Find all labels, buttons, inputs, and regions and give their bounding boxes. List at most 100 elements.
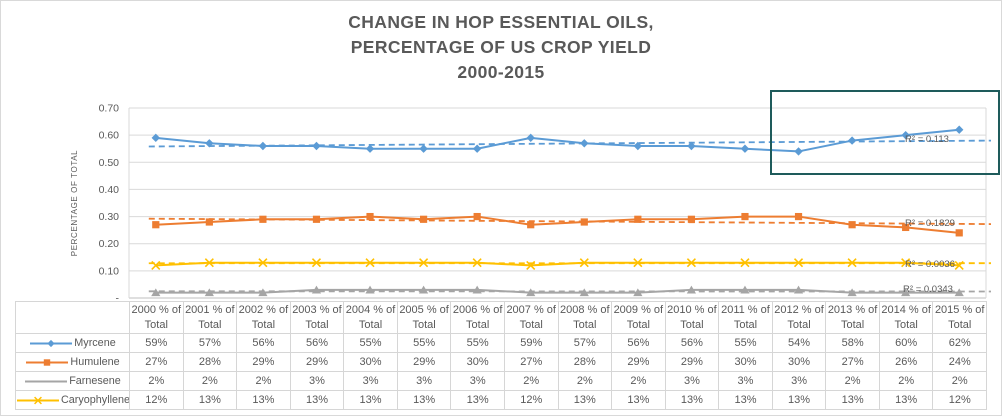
y-tick-label: 0.70 xyxy=(99,103,120,115)
table-cell-humulene-2011: 30% xyxy=(718,352,773,372)
marker-caryophyllene xyxy=(311,258,322,268)
header-line-2: Total xyxy=(840,318,865,331)
marker-humulene xyxy=(473,212,481,221)
header-line-1: 2010 % of xyxy=(667,303,717,316)
marker-myrcene xyxy=(633,141,643,151)
table-cell-myrcene-2012: 54% xyxy=(771,333,827,353)
marker-myrcene xyxy=(365,144,375,153)
marker-caryophyllene xyxy=(740,258,750,268)
table-cell-myrcene-2004: 55% xyxy=(343,333,398,353)
chart-data-table: 2000 % of Total 2001 % of Total 2002 % of Tot… xyxy=(15,301,987,410)
table-header-2001: 2001 % of Total xyxy=(182,301,238,334)
table-cell-caryophyllene-2007: 12% xyxy=(503,390,559,410)
header-line-2: Total xyxy=(412,318,436,331)
header-line-1: 2013 % of xyxy=(827,303,878,316)
legend-marker-myrcene-icon xyxy=(30,339,73,347)
table-cell-farnesene-2003: 3% xyxy=(289,371,345,391)
marker-farnesene xyxy=(204,288,214,297)
table-header-2009: 2009 % of Total xyxy=(611,301,666,334)
marker-farnesene xyxy=(686,285,697,294)
marker-farnesene xyxy=(258,288,268,297)
r2-label-caryophyllene: R² = 0.0036 xyxy=(905,259,955,270)
marker-humulene xyxy=(580,218,588,226)
y-tick-label: 0.60 xyxy=(99,130,120,142)
table-cell-humulene-2012: 30% xyxy=(771,352,827,372)
marker-myrcene xyxy=(901,130,910,140)
table-cell-humulene-2002: 29% xyxy=(236,352,291,372)
table-cell-myrcene-2013: 58% xyxy=(825,333,880,353)
marker-humulene xyxy=(419,215,428,223)
marker-humulene xyxy=(527,221,535,229)
table-cell-myrcene-2005: 55% xyxy=(396,333,452,353)
table-cell-caryophyllene-2014: 13% xyxy=(878,390,934,410)
table-cell-caryophyllene-2004: 13% xyxy=(343,390,398,410)
legend-item-myrcene: Myrcene xyxy=(15,333,130,353)
marker-caryophyllene xyxy=(901,258,911,268)
highlight-box xyxy=(770,90,1000,175)
table-cell-myrcene-2000: 59% xyxy=(129,333,184,353)
table-header-2005: 2005 % of Total xyxy=(396,301,452,334)
series-line-caryophyllene xyxy=(155,261,960,267)
header-line-1: 2006 % of xyxy=(452,303,503,316)
marker-farnesene xyxy=(418,285,429,294)
header-line-1: 2008 % of xyxy=(560,303,610,316)
legend-marker-humulene-icon xyxy=(26,358,69,366)
header-line-2: Total xyxy=(680,318,704,331)
table-cell-myrcene-2015: 62% xyxy=(932,333,987,353)
y-tick-label: 0.10 xyxy=(99,265,120,277)
marker-caryophyllene xyxy=(847,258,857,268)
legend-item-farnesene: Farnesene xyxy=(15,371,130,391)
table-cell-myrcene-2007: 59% xyxy=(503,333,559,353)
table-cell-farnesene-2000: 2% xyxy=(129,371,184,391)
table-row-farnesene: Farnesene 2% 2% 2% 3% 3% 3% 3% 2% 2% 2% 3% 3% 3% 2% 2% 2… xyxy=(15,371,987,391)
table-header-2012: 2012 % of Total xyxy=(771,301,827,334)
table-cell-farnesene-2010: 3% xyxy=(664,371,720,391)
marker-caryophyllene xyxy=(365,258,375,268)
marker-humulene xyxy=(741,212,749,221)
table-cell-caryophyllene-2002: 13% xyxy=(236,390,291,410)
marker-myrcene xyxy=(258,141,268,151)
header-line-1: 2007 % of xyxy=(506,303,556,316)
table-cell-farnesene-2009: 2% xyxy=(611,371,666,391)
header-line-2: Total xyxy=(948,318,972,331)
header-line-1: 2009 % of xyxy=(613,303,664,316)
marker-myrcene xyxy=(740,144,750,153)
legend-label: Myrcene xyxy=(74,337,116,350)
table-cell-caryophyllene-2006: 13% xyxy=(450,390,505,410)
table-cell-farnesene-2001: 2% xyxy=(182,371,238,391)
header-line-1: 2001 % of xyxy=(185,303,235,316)
marker-caryophyllene xyxy=(793,258,804,268)
chart-title-line-3: 2000-2015 xyxy=(457,62,545,82)
table-cell-humulene-2009: 29% xyxy=(611,352,666,372)
marker-farnesene xyxy=(740,285,750,294)
table-cell-myrcene-2002: 56% xyxy=(236,333,291,353)
table-cell-myrcene-2008: 57% xyxy=(557,333,613,353)
marker-humulene xyxy=(259,215,267,223)
table-cell-caryophyllene-2012: 13% xyxy=(771,390,827,410)
marker-humulene xyxy=(794,212,803,221)
table-header-2006: 2006 % of Total xyxy=(450,301,505,334)
table-header-2000: 2000 % of Total xyxy=(129,301,184,334)
table-cell-humulene-2005: 29% xyxy=(396,352,452,372)
table-row-myrcene: Myrcene 59% 57% 56% 56% 55% 55% 55% 59% 57% 56% 56%… xyxy=(15,333,987,353)
marker-caryophyllene xyxy=(204,258,214,268)
table-cell-caryophyllene-2009: 13% xyxy=(611,390,666,410)
header-line-2: Total xyxy=(198,318,222,331)
marker-myrcene xyxy=(955,125,964,134)
marker-caryophyllene xyxy=(686,258,696,268)
legend-item-caryophyllene: Caryophyllene xyxy=(15,390,130,410)
table-cell-farnesene-2015: 2% xyxy=(932,371,987,391)
header-line-2: Total xyxy=(519,318,543,331)
marker-farnesene xyxy=(365,285,375,294)
table-cell-myrcene-2006: 55% xyxy=(450,333,505,353)
legend-label: Caryophyllene xyxy=(61,394,130,407)
marker-humulene xyxy=(152,221,160,229)
marker-myrcene xyxy=(472,144,482,153)
marker-caryophyllene xyxy=(633,258,643,268)
y-axis-title: PERCENTAGE OF TOTAL xyxy=(70,150,79,256)
header-line-1: 2000 % of xyxy=(131,303,182,316)
marker-farnesene xyxy=(311,285,322,294)
y-tick-label: 0.30 xyxy=(99,211,120,223)
marker-caryophyllene xyxy=(954,260,964,270)
table-corner-cell xyxy=(15,301,130,334)
